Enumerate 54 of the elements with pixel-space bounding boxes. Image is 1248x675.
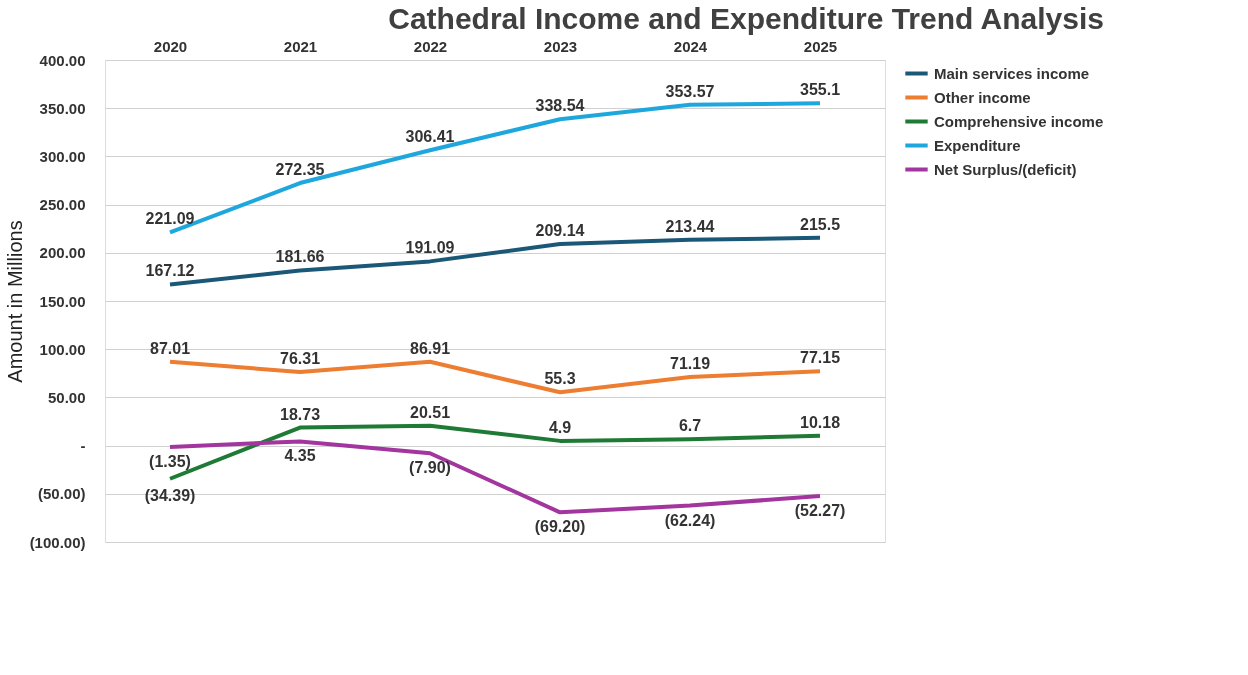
data-label: (69.20) xyxy=(534,518,586,536)
legend-label: Comprehensive income xyxy=(934,112,1104,130)
data-label: 55.3 xyxy=(544,370,576,388)
data-label: (7.90) xyxy=(409,459,451,477)
y-tick-label: 100.00 xyxy=(39,340,86,358)
legend-label: Net Surplus/(deficit) xyxy=(934,160,1077,178)
y-tick-label: 400.00 xyxy=(39,51,86,69)
data-label: 4.9 xyxy=(548,418,572,436)
data-label: 6.7 xyxy=(678,417,702,435)
data-label: 221.09 xyxy=(145,210,195,228)
data-label: 86.91 xyxy=(409,339,451,357)
y-tick-label: (50.00) xyxy=(37,485,86,503)
data-label: 87.01 xyxy=(149,339,191,357)
data-label: 209.14 xyxy=(535,221,585,239)
y-tick-label: 50.00 xyxy=(47,388,86,406)
y-axis-title: Amount in Millions xyxy=(3,220,26,383)
y-tick-label: - xyxy=(80,437,86,455)
y-tick-label: 300.00 xyxy=(39,147,86,165)
data-label: 77.15 xyxy=(799,349,841,367)
legend-label: Other income xyxy=(934,88,1031,106)
data-label: 272.35 xyxy=(275,161,325,179)
data-label: 213.44 xyxy=(665,217,715,235)
data-label: 76.31 xyxy=(279,350,321,368)
data-label: 215.5 xyxy=(799,215,841,233)
y-tick-label: 250.00 xyxy=(39,196,86,214)
data-label: (52.27) xyxy=(794,501,846,519)
data-label: 338.54 xyxy=(535,97,585,115)
legend-label: Expenditure xyxy=(934,136,1021,154)
data-label: 10.18 xyxy=(799,413,841,431)
x-tick-label: 2020 xyxy=(153,37,188,55)
y-tick-label: (100.00) xyxy=(29,533,86,551)
data-label: 191.09 xyxy=(405,239,455,257)
x-tick-label: 2023 xyxy=(543,37,578,55)
y-tick-label: 150.00 xyxy=(39,292,86,310)
data-label: (62.24) xyxy=(664,511,716,529)
y-tick-label: 350.00 xyxy=(39,99,86,117)
data-label: 167.12 xyxy=(145,262,195,280)
data-label: 4.35 xyxy=(284,447,316,465)
data-label: 181.66 xyxy=(275,248,325,266)
data-label: 353.57 xyxy=(665,82,715,100)
data-label: (34.39) xyxy=(144,486,196,504)
x-tick-label: 2024 xyxy=(673,37,708,55)
data-label: 355.1 xyxy=(799,81,841,99)
x-tick-label: 2021 xyxy=(283,37,318,55)
data-label: (1.35) xyxy=(149,452,191,470)
data-label: 18.73 xyxy=(279,405,321,423)
x-tick-label: 2022 xyxy=(413,37,448,55)
legend-label: Main services income xyxy=(934,64,1090,82)
y-tick-label: 200.00 xyxy=(39,244,86,262)
x-tick-label: 2025 xyxy=(803,37,838,55)
chart-title: Cathedral Income and Expenditure Trend Analysis xyxy=(388,2,1104,35)
data-label: 306.41 xyxy=(405,128,455,146)
data-label: 20.51 xyxy=(409,403,451,421)
data-label: 71.19 xyxy=(669,354,711,372)
